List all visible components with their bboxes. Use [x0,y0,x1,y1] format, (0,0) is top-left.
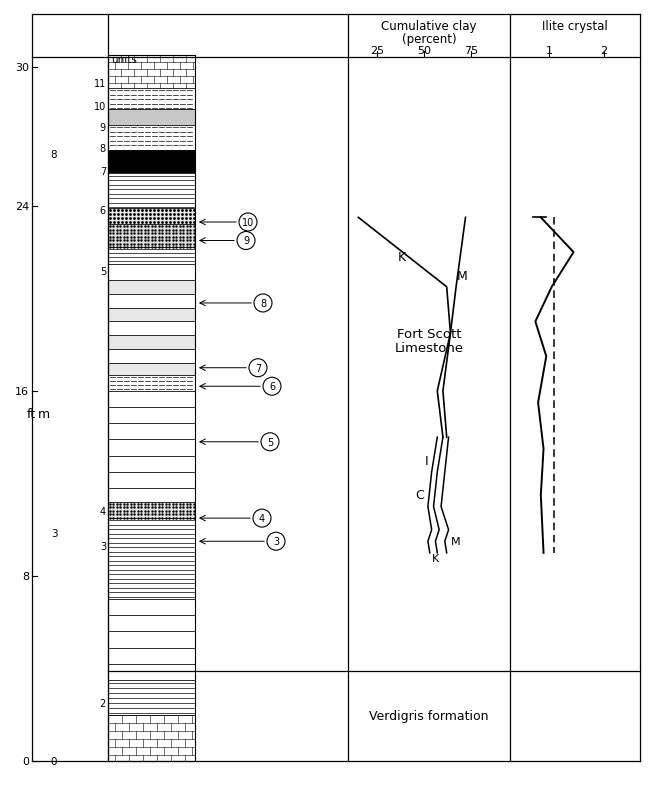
Bar [108,336,195,350]
Text: 6: 6 [269,381,275,392]
Text: Ilite crystal: Ilite crystal [542,20,608,33]
Bar [108,151,195,174]
Bar [108,322,195,336]
Text: 6: 6 [100,206,106,216]
Text: 1: 1 [545,46,552,56]
Text: 3: 3 [100,541,106,551]
Text: I: I [424,454,428,467]
Circle shape [261,434,279,451]
Bar [108,126,195,151]
Text: Fort Scott: Fort Scott [396,328,462,341]
Bar [108,109,195,126]
Bar [108,280,195,295]
Bar [108,225,195,248]
Bar [108,472,195,488]
Text: 7: 7 [99,167,106,177]
Text: 3: 3 [51,528,57,539]
Text: 3: 3 [273,536,279,547]
Text: 8: 8 [100,144,106,154]
Bar [108,248,195,264]
Text: Limestone: Limestone [395,342,463,355]
Bar [108,664,195,680]
Circle shape [253,509,271,528]
Bar [108,519,195,599]
Text: 4: 4 [259,513,265,524]
Bar [108,408,195,424]
Text: (percent): (percent) [402,33,456,46]
Text: ft: ft [27,408,36,421]
Text: 11: 11 [94,79,106,89]
Bar [108,295,195,308]
Text: 4: 4 [100,507,106,516]
Text: units: units [111,55,137,65]
Bar [108,440,195,456]
Bar [108,391,195,408]
Bar [108,56,195,88]
Bar [108,632,195,648]
Text: 75: 75 [464,46,478,56]
Text: Verdigris formation: Verdigris formation [369,710,489,723]
Circle shape [254,295,272,312]
Bar [108,56,195,761]
Bar [108,364,195,375]
Text: 16: 16 [15,386,29,397]
Text: 8: 8 [22,571,29,581]
Text: 5: 5 [267,437,273,447]
Text: K: K [398,251,406,264]
Bar [108,264,195,280]
Circle shape [267,532,285,551]
Text: 9: 9 [100,123,106,133]
Text: K: K [432,553,439,563]
Text: 2: 2 [600,46,607,56]
Text: 0: 0 [22,756,29,766]
Text: M: M [456,269,467,283]
Circle shape [249,359,267,377]
Text: M: M [450,536,460,547]
Text: 9: 9 [243,236,249,247]
Bar [108,488,195,503]
Text: 0: 0 [51,756,57,766]
Bar [108,715,195,761]
Text: Cumulative clay: Cumulative clay [382,20,476,33]
Bar [108,375,195,391]
Text: 5: 5 [99,267,106,276]
Bar [108,174,195,209]
Bar [108,648,195,664]
Circle shape [237,232,255,251]
Text: m: m [38,408,50,421]
Bar [108,424,195,440]
Text: 50: 50 [417,46,431,56]
Text: 8: 8 [260,299,266,308]
Text: C: C [415,489,424,502]
Circle shape [263,377,281,396]
Text: 7: 7 [255,363,261,373]
Bar [108,308,195,322]
Bar [108,615,195,632]
Text: 10: 10 [242,218,254,228]
Bar [108,599,195,615]
Text: 30: 30 [15,63,29,73]
Text: 2: 2 [99,699,106,708]
Bar [108,680,195,715]
Bar [108,350,195,364]
Circle shape [239,214,257,232]
Bar [108,88,195,109]
Text: 10: 10 [94,102,106,112]
Text: 8: 8 [51,149,57,160]
Bar [108,456,195,472]
Text: 25: 25 [370,46,384,56]
Text: 24: 24 [15,202,29,211]
Bar [108,503,195,519]
Bar [108,209,195,225]
